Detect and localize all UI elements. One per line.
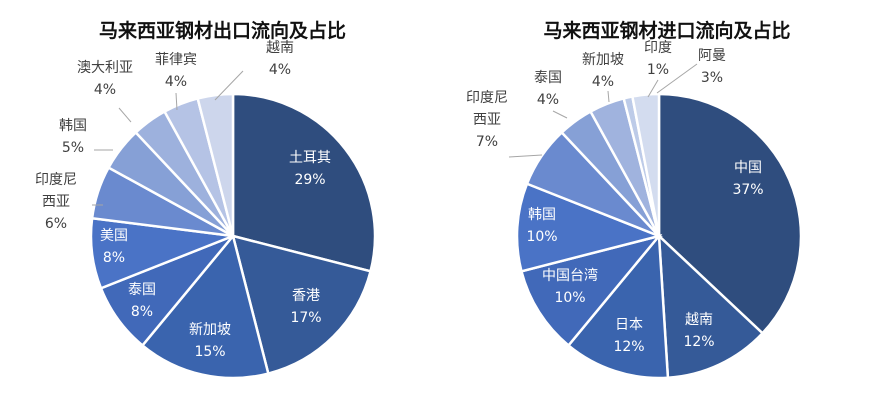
import-slice-label-6: 泰国	[534, 70, 562, 86]
export-slice-label-3: 泰国	[128, 282, 156, 298]
import-slice-label-4: 韩国	[528, 207, 556, 223]
export-slice-value-4: 8%	[103, 250, 125, 266]
export-slice-label-5: 印度尼西亚	[35, 172, 77, 210]
export-leader-line-8	[175, 92, 178, 111]
import-slice-9	[630, 92, 661, 237]
import-slice-label-2: 日本	[615, 317, 643, 333]
export-pie-chart: 马来西亚钢材出口流向及占比 土耳其 29% 香港 17% 新加坡 15% 泰国 8% 美国 8% 印…	[35, 20, 377, 380]
export-leader-line-9	[214, 70, 244, 101]
export-slice-1	[231, 234, 373, 376]
import-slice-label-5: 印度尼西亚	[466, 90, 508, 128]
export-slice-value-7: 4%	[94, 82, 116, 98]
import-slice-0	[657, 92, 803, 335]
export-slice-2	[140, 233, 270, 380]
import-slice-value-1: 12%	[683, 334, 714, 350]
export-slice-label-6: 韩国	[59, 118, 87, 134]
export-slice-label-7: 澳大利亚	[77, 60, 133, 76]
import-slice-4	[515, 182, 664, 273]
import-leader-line-8	[647, 79, 659, 98]
import-slice-label-7: 新加坡	[582, 52, 624, 68]
export-slice-9	[196, 92, 235, 237]
import-slice-value-6: 4%	[537, 92, 559, 108]
export-slice-label-2: 新加坡	[189, 322, 231, 338]
import-slice-2	[566, 232, 670, 380]
import-slice-1	[657, 232, 765, 380]
import-slice-label-0: 中国	[734, 160, 762, 176]
import-pie-chart: 马来西亚钢材进口流向及占比 中国 37% 越南 12% 日本 12% 中国台湾 10% 韩国 10…	[445, 0, 889, 414]
import-pie-svg: 中国 37% 越南 12% 日本 12% 中国台湾 10% 韩国 10% 印度尼西亚 7% 泰国 4% 新加…	[466, 40, 803, 380]
export-pie-svg: 土耳其29%香港17%新加坡15%泰国8%美国8%印度尼西亚6%韩国5%澳大利亚…	[35, 40, 377, 380]
import-slice-value-5: 7%	[476, 134, 498, 150]
export-slice-label-0: 土耳其	[289, 150, 331, 166]
export-leader-line-7	[118, 107, 132, 123]
export-slice-value-3: 8%	[131, 304, 153, 320]
import-slice-value-8: 1%	[647, 62, 669, 78]
export-slice-label-9: 越南	[266, 40, 294, 56]
import-slice-value-0: 37%	[732, 182, 763, 198]
export-slice-0	[231, 92, 377, 273]
import-slice-label-1: 越南	[685, 312, 713, 328]
export-slice-value-8: 4%	[165, 74, 187, 90]
import-slice-label-9: 阿曼	[698, 48, 726, 64]
export-slice-value-9: 4%	[269, 62, 291, 78]
import-leader-line-7	[607, 90, 610, 103]
export-slice-label-1: 香港	[292, 288, 320, 304]
import-slice-label-3: 中国台湾	[542, 267, 598, 284]
import-slice-value-7: 4%	[592, 74, 614, 90]
export-chart-title: 马来西亚钢材出口流向及占比	[98, 20, 346, 42]
import-slice-value-2: 12%	[613, 339, 644, 355]
import-leader-line-5	[508, 154, 543, 158]
import-slice-value-3: 10%	[554, 290, 585, 306]
export-slice-label-4: 美国	[100, 228, 128, 244]
export-slice-label-8: 菲律宾	[155, 52, 197, 68]
export-slice-value-1: 17%	[290, 310, 321, 326]
export-slice-value-6: 5%	[62, 140, 84, 156]
import-chart-title: 马来西亚钢材进口流向及占比	[543, 20, 791, 42]
import-slice-value-4: 10%	[526, 229, 557, 245]
import-leader-line-9	[656, 63, 698, 94]
export-slice-value-5: 6%	[45, 216, 67, 232]
import-leader-line-6	[552, 110, 568, 119]
export-slice-value-2: 15%	[194, 344, 225, 360]
import-slice-value-9: 3%	[701, 70, 723, 86]
import-slice-label-8: 印度	[644, 40, 672, 56]
export-slice-value-0: 29%	[294, 172, 325, 188]
